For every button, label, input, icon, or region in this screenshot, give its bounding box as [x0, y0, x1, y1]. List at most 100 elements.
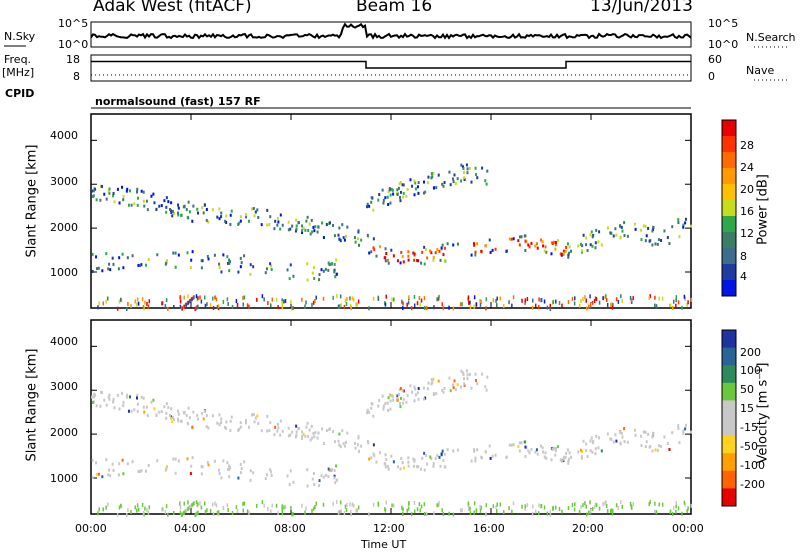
power-point	[424, 190, 427, 194]
power-point	[675, 303, 677, 308]
velocity-point	[97, 472, 100, 476]
power-point	[410, 306, 413, 311]
velocity-point	[126, 393, 129, 397]
power-point	[406, 188, 409, 192]
velocity-point	[188, 416, 191, 420]
power-point	[229, 223, 232, 227]
power-point	[91, 252, 94, 256]
power-point	[243, 295, 246, 300]
power-point	[338, 304, 341, 309]
velocity-point	[271, 503, 274, 508]
power-point	[386, 258, 389, 262]
power-point	[306, 278, 309, 282]
power-point	[222, 299, 225, 304]
velocity-point	[218, 468, 221, 472]
power-point	[552, 299, 554, 304]
power-point	[108, 191, 111, 195]
power-point	[390, 248, 393, 252]
velocity-point	[146, 507, 148, 512]
velocity-point	[185, 508, 187, 513]
velocity-point	[640, 434, 643, 438]
velocity-colorbar-swatch	[722, 400, 736, 419]
velocity-point	[524, 504, 527, 509]
velocity-point	[615, 503, 618, 508]
velocity-point	[294, 435, 297, 439]
power-point	[454, 182, 457, 186]
velocity-point	[226, 467, 229, 471]
velocity-point	[530, 447, 533, 451]
power-point	[375, 254, 378, 258]
power-point	[546, 305, 549, 310]
velocity-point	[619, 430, 622, 434]
velocity-point	[165, 416, 168, 420]
power-point	[491, 248, 494, 252]
power-point	[580, 249, 583, 253]
velocity-point	[116, 393, 119, 397]
power-point	[508, 300, 510, 305]
velocity-point	[434, 457, 437, 461]
velocity-point	[536, 452, 539, 456]
velocity-point	[589, 500, 591, 505]
velocity-point	[579, 448, 582, 452]
velocity-point	[541, 446, 544, 450]
velocity-point	[591, 506, 594, 511]
velocity-point	[399, 401, 402, 405]
velocity-point	[106, 502, 109, 507]
power-point	[414, 187, 417, 191]
power-point	[136, 297, 139, 302]
power-point	[197, 211, 200, 215]
velocity-point	[122, 404, 125, 408]
velocity-point	[220, 417, 223, 421]
power-point	[167, 306, 169, 311]
velocity-point	[101, 475, 104, 479]
velocity-point	[119, 503, 122, 508]
power-point	[644, 224, 647, 228]
power-point	[249, 272, 252, 276]
power-point	[313, 229, 316, 233]
velocity-point	[651, 435, 654, 439]
power-point	[108, 187, 111, 191]
power-point	[243, 254, 246, 258]
power-point	[430, 172, 433, 176]
power-point	[344, 234, 347, 238]
power-point	[167, 200, 170, 204]
power-point	[543, 299, 546, 304]
power-point	[407, 258, 410, 262]
velocity-point	[144, 506, 146, 511]
velocity-point	[479, 508, 482, 513]
velocity-point	[472, 448, 475, 452]
power-point	[549, 303, 552, 308]
velocity-point	[375, 460, 378, 464]
velocity-point	[640, 444, 643, 448]
velocity-point	[195, 500, 198, 505]
velocity-point	[179, 510, 182, 515]
velocity-point	[98, 507, 100, 512]
velocity-point	[122, 400, 125, 404]
plot-frames	[90, 21, 692, 515]
velocity-point	[485, 512, 487, 517]
power-point	[459, 302, 462, 307]
power-point	[614, 227, 617, 231]
power-point	[320, 268, 323, 272]
power-point	[623, 221, 626, 225]
power-point	[211, 208, 214, 212]
power-point	[443, 246, 446, 250]
power-point	[499, 296, 502, 301]
power-point	[626, 234, 629, 238]
power-point	[105, 197, 108, 201]
velocity-point	[270, 509, 272, 514]
power-point	[671, 305, 674, 310]
velocity-point	[216, 421, 219, 425]
power-point	[441, 243, 444, 247]
power-point	[112, 191, 115, 195]
velocity-point	[292, 480, 295, 484]
power-point	[252, 265, 255, 269]
power-point	[310, 218, 313, 222]
velocity-point	[243, 501, 246, 506]
velocity-point	[220, 421, 223, 425]
velocity-point	[333, 476, 336, 480]
power-point	[402, 183, 405, 187]
velocity-point	[370, 456, 373, 460]
power-point	[544, 245, 547, 249]
power-point	[422, 191, 425, 195]
